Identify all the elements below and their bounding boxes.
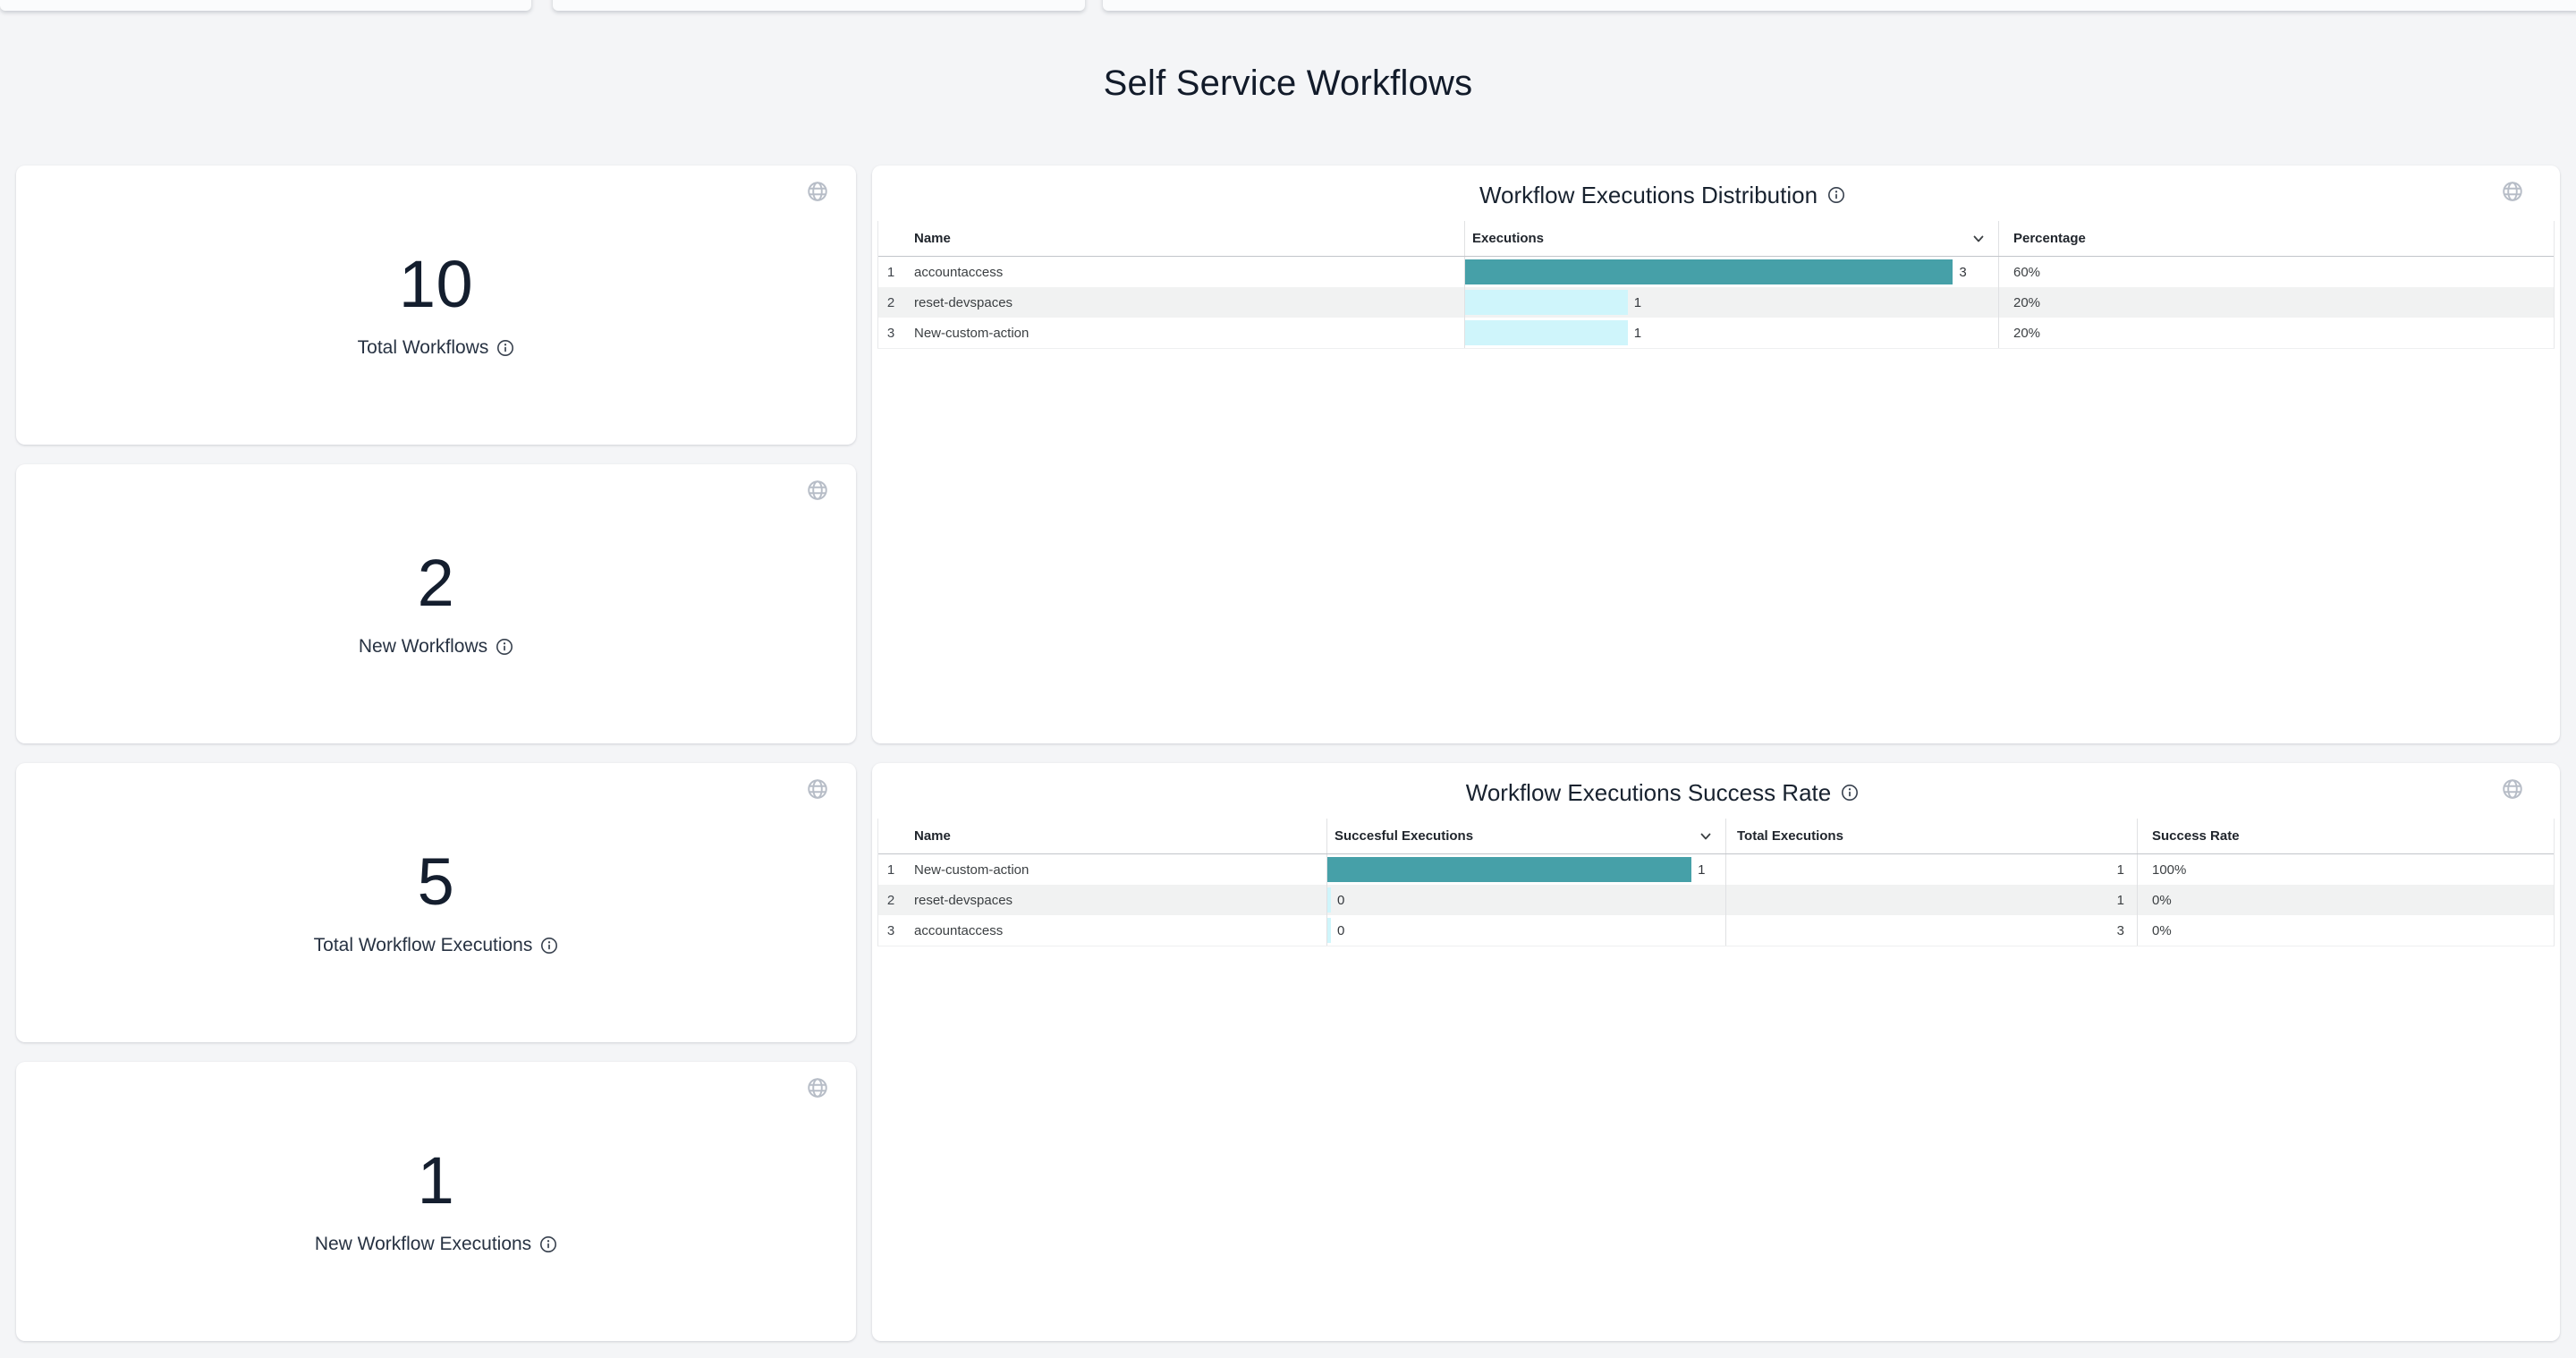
percentage-value: 20% bbox=[1998, 318, 2554, 348]
row-number: 1 bbox=[886, 861, 895, 878]
total-executions-value: 1 bbox=[1725, 854, 2137, 885]
table-row: 3 accountaccess 0 3 0% bbox=[878, 915, 2554, 946]
panel-title: Workflow Executions Distribution bbox=[872, 180, 2560, 210]
scrolled-card-edge bbox=[553, 0, 1085, 11]
row-number: 3 bbox=[886, 922, 895, 938]
table-header-row: Name Succesful Executions Total Executio… bbox=[878, 819, 2554, 854]
workflow-name: accountaccess bbox=[914, 922, 1004, 938]
executions-bar-cell: 3 bbox=[1464, 257, 1998, 287]
stat-label: New Workflow Executions bbox=[315, 1234, 557, 1255]
successful-bar bbox=[1327, 918, 1331, 943]
row-number: 1 bbox=[886, 264, 895, 280]
column-header-percentage[interactable]: Percentage bbox=[1998, 221, 2554, 256]
table-row: 2 reset-devspaces 0 1 0% bbox=[878, 885, 2554, 915]
table-row: 1 New-custom-action 1 1 100% bbox=[878, 854, 2554, 885]
executions-value: 3 bbox=[1959, 264, 1967, 280]
executions-bar bbox=[1465, 259, 1953, 284]
scrolled-card-edge bbox=[1103, 0, 2576, 11]
success-rate-value: 100% bbox=[2137, 854, 2554, 885]
info-icon[interactable] bbox=[496, 638, 513, 656]
distribution-table: Name Executions Percentage 1 accountacce… bbox=[877, 221, 2555, 349]
dashboard-grid: 10 Total Workflows 2 New Workflows 5 Tot… bbox=[16, 166, 2560, 1341]
globe-icon bbox=[806, 1076, 829, 1099]
workflow-executions-distribution-panel: Workflow Executions Distribution Name Ex… bbox=[872, 166, 2560, 743]
globe-icon bbox=[2501, 180, 2524, 203]
successful-bar bbox=[1327, 857, 1692, 882]
success-rate-value: 0% bbox=[2137, 915, 2554, 946]
stat-card-new-workflows: 2 New Workflows bbox=[16, 464, 856, 743]
page-title: Self Service Workflows bbox=[1103, 63, 1473, 103]
successful-bar-cell: 0 bbox=[1326, 885, 1725, 915]
workflow-name: New-custom-action bbox=[914, 325, 1030, 341]
column-header-successful-executions[interactable]: Succesful Executions bbox=[1326, 819, 1725, 853]
executions-bar-cell: 1 bbox=[1464, 318, 1998, 348]
success-rate-value: 0% bbox=[2137, 885, 2554, 915]
info-icon[interactable] bbox=[539, 1235, 557, 1253]
row-number-header bbox=[878, 819, 903, 853]
stat-card-total-workflows: 10 Total Workflows bbox=[16, 166, 856, 445]
successful-bar-cell: 0 bbox=[1326, 915, 1725, 946]
row-number: 3 bbox=[886, 325, 895, 341]
column-header-name[interactable]: Name bbox=[914, 828, 951, 844]
percentage-value: 20% bbox=[1998, 287, 2554, 318]
total-executions-value: 1 bbox=[1725, 885, 2137, 915]
column-header-name[interactable]: Name bbox=[914, 231, 951, 246]
info-icon[interactable] bbox=[1841, 784, 1859, 802]
successful-value: 0 bbox=[1337, 922, 1345, 938]
success-rate-table: Name Succesful Executions Total Executio… bbox=[877, 819, 2555, 946]
stat-card-total-workflow-executions: 5 Total Workflow Executions bbox=[16, 763, 856, 1042]
info-icon[interactable] bbox=[540, 937, 558, 955]
table-row: 1 accountaccess 3 60% bbox=[878, 257, 2554, 287]
globe-icon bbox=[806, 479, 829, 502]
percentage-value: 60% bbox=[1998, 257, 2554, 287]
successful-bar bbox=[1327, 887, 1331, 912]
workflow-name: reset-devspaces bbox=[914, 294, 1013, 310]
executions-value: 1 bbox=[1633, 325, 1642, 341]
stat-value: 1 bbox=[417, 1143, 455, 1218]
stat-card-new-workflow-executions: 1 New Workflow Executions bbox=[16, 1062, 856, 1341]
workflow-name: reset-devspaces bbox=[914, 892, 1013, 908]
column-header-executions[interactable]: Executions bbox=[1464, 221, 1998, 256]
column-header-total-executions[interactable]: Total Executions bbox=[1725, 819, 2137, 853]
workflow-executions-success-rate-panel: Workflow Executions Success Rate Name Su… bbox=[872, 763, 2560, 1341]
executions-bar-cell: 1 bbox=[1464, 287, 1998, 318]
globe-icon bbox=[806, 777, 829, 801]
info-icon[interactable] bbox=[1827, 186, 1845, 204]
executions-bar bbox=[1465, 320, 1628, 345]
sort-descending-icon[interactable] bbox=[1971, 232, 1986, 246]
executions-bar bbox=[1465, 290, 1628, 315]
executions-value: 1 bbox=[1633, 294, 1642, 310]
stat-value: 10 bbox=[398, 247, 474, 321]
sort-descending-icon[interactable] bbox=[1699, 829, 1713, 844]
column-header-success-rate[interactable]: Success Rate bbox=[2137, 819, 2554, 853]
panel-title: Workflow Executions Success Rate bbox=[872, 777, 2560, 808]
row-number: 2 bbox=[886, 892, 895, 908]
stat-value: 2 bbox=[417, 546, 455, 620]
globe-icon bbox=[2501, 777, 2524, 801]
globe-icon bbox=[806, 180, 829, 203]
stat-label: Total Workflows bbox=[358, 337, 515, 359]
table-row: 2 reset-devspaces 1 20% bbox=[878, 287, 2554, 318]
info-icon[interactable] bbox=[496, 339, 514, 357]
workflow-name: New-custom-action bbox=[914, 861, 1030, 878]
stat-label: New Workflows bbox=[359, 636, 513, 658]
successful-bar-cell: 1 bbox=[1326, 854, 1725, 885]
table-row: 3 New-custom-action 1 20% bbox=[878, 318, 2554, 348]
row-number-header bbox=[878, 221, 903, 256]
successful-value: 0 bbox=[1337, 892, 1345, 908]
workflow-name: accountaccess bbox=[914, 264, 1004, 280]
scrolled-card-edge bbox=[0, 0, 531, 11]
row-number: 2 bbox=[886, 294, 895, 310]
stat-label: Total Workflow Executions bbox=[314, 935, 559, 956]
stat-value: 5 bbox=[417, 845, 455, 919]
total-executions-value: 3 bbox=[1725, 915, 2137, 946]
table-header-row: Name Executions Percentage bbox=[878, 221, 2554, 257]
successful-value: 1 bbox=[1698, 861, 1706, 878]
